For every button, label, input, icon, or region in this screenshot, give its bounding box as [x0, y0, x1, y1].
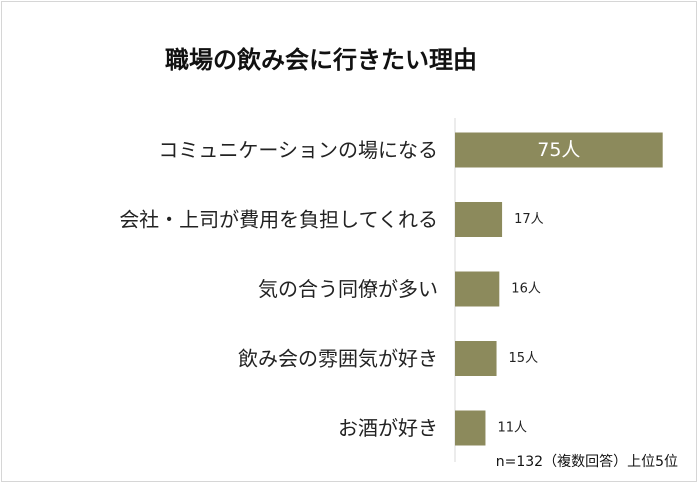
category-label: コミュニケーションの場になる: [158, 138, 438, 162]
category-label: お酒が好き: [338, 416, 438, 440]
value-label: 17人: [514, 212, 544, 227]
bar: [455, 202, 503, 237]
category-label: 飲み会の雰囲気が好き: [238, 347, 438, 371]
chart-title: 職場の飲み会に行きたい理由: [165, 46, 477, 74]
sample-note: n=132（複数回答）上位5位: [495, 454, 678, 470]
value-label: 15人: [509, 351, 539, 366]
bar: [455, 341, 497, 376]
value-label: 75人: [537, 139, 580, 161]
category-label: 気の合う同僚が多い: [258, 277, 438, 301]
value-label: 16人: [511, 282, 541, 297]
category-label: 会社・上司が費用を負担してくれる: [119, 208, 438, 232]
value-label: 11人: [497, 421, 527, 436]
bar: [455, 410, 486, 446]
bar: [455, 132, 663, 168]
bar: [455, 271, 500, 307]
